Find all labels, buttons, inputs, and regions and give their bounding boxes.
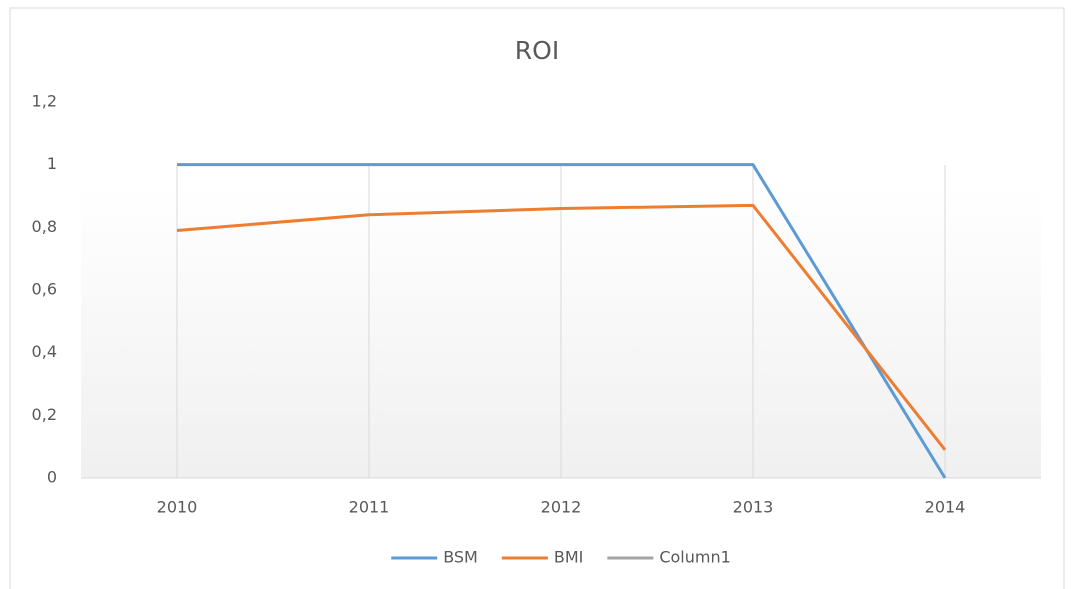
y-tick-label: 1 <box>47 154 57 173</box>
y-tick-label: 0 <box>47 468 57 487</box>
line-series <box>176 203 947 451</box>
y-tick-label: 0,8 <box>32 217 57 236</box>
y-tick-label: 0,6 <box>32 280 57 299</box>
x-tick-label: 2010 <box>157 498 198 517</box>
x-tick-label: 2013 <box>733 498 774 517</box>
legend-label: BSM <box>443 548 478 567</box>
x-tick-label: 2014 <box>925 498 966 517</box>
legend-label: Column1 <box>659 548 730 567</box>
x-tick-label: 2012 <box>541 498 582 517</box>
line-series <box>177 163 947 479</box>
chart-title: ROI <box>515 36 559 65</box>
y-tick-label: 0,4 <box>32 342 57 361</box>
x-tick-label: 2011 <box>349 498 390 517</box>
legend-label: BMI <box>554 548 584 567</box>
y-tick-label: 0,2 <box>32 405 57 424</box>
y-tick-label: 1,2 <box>32 92 57 111</box>
